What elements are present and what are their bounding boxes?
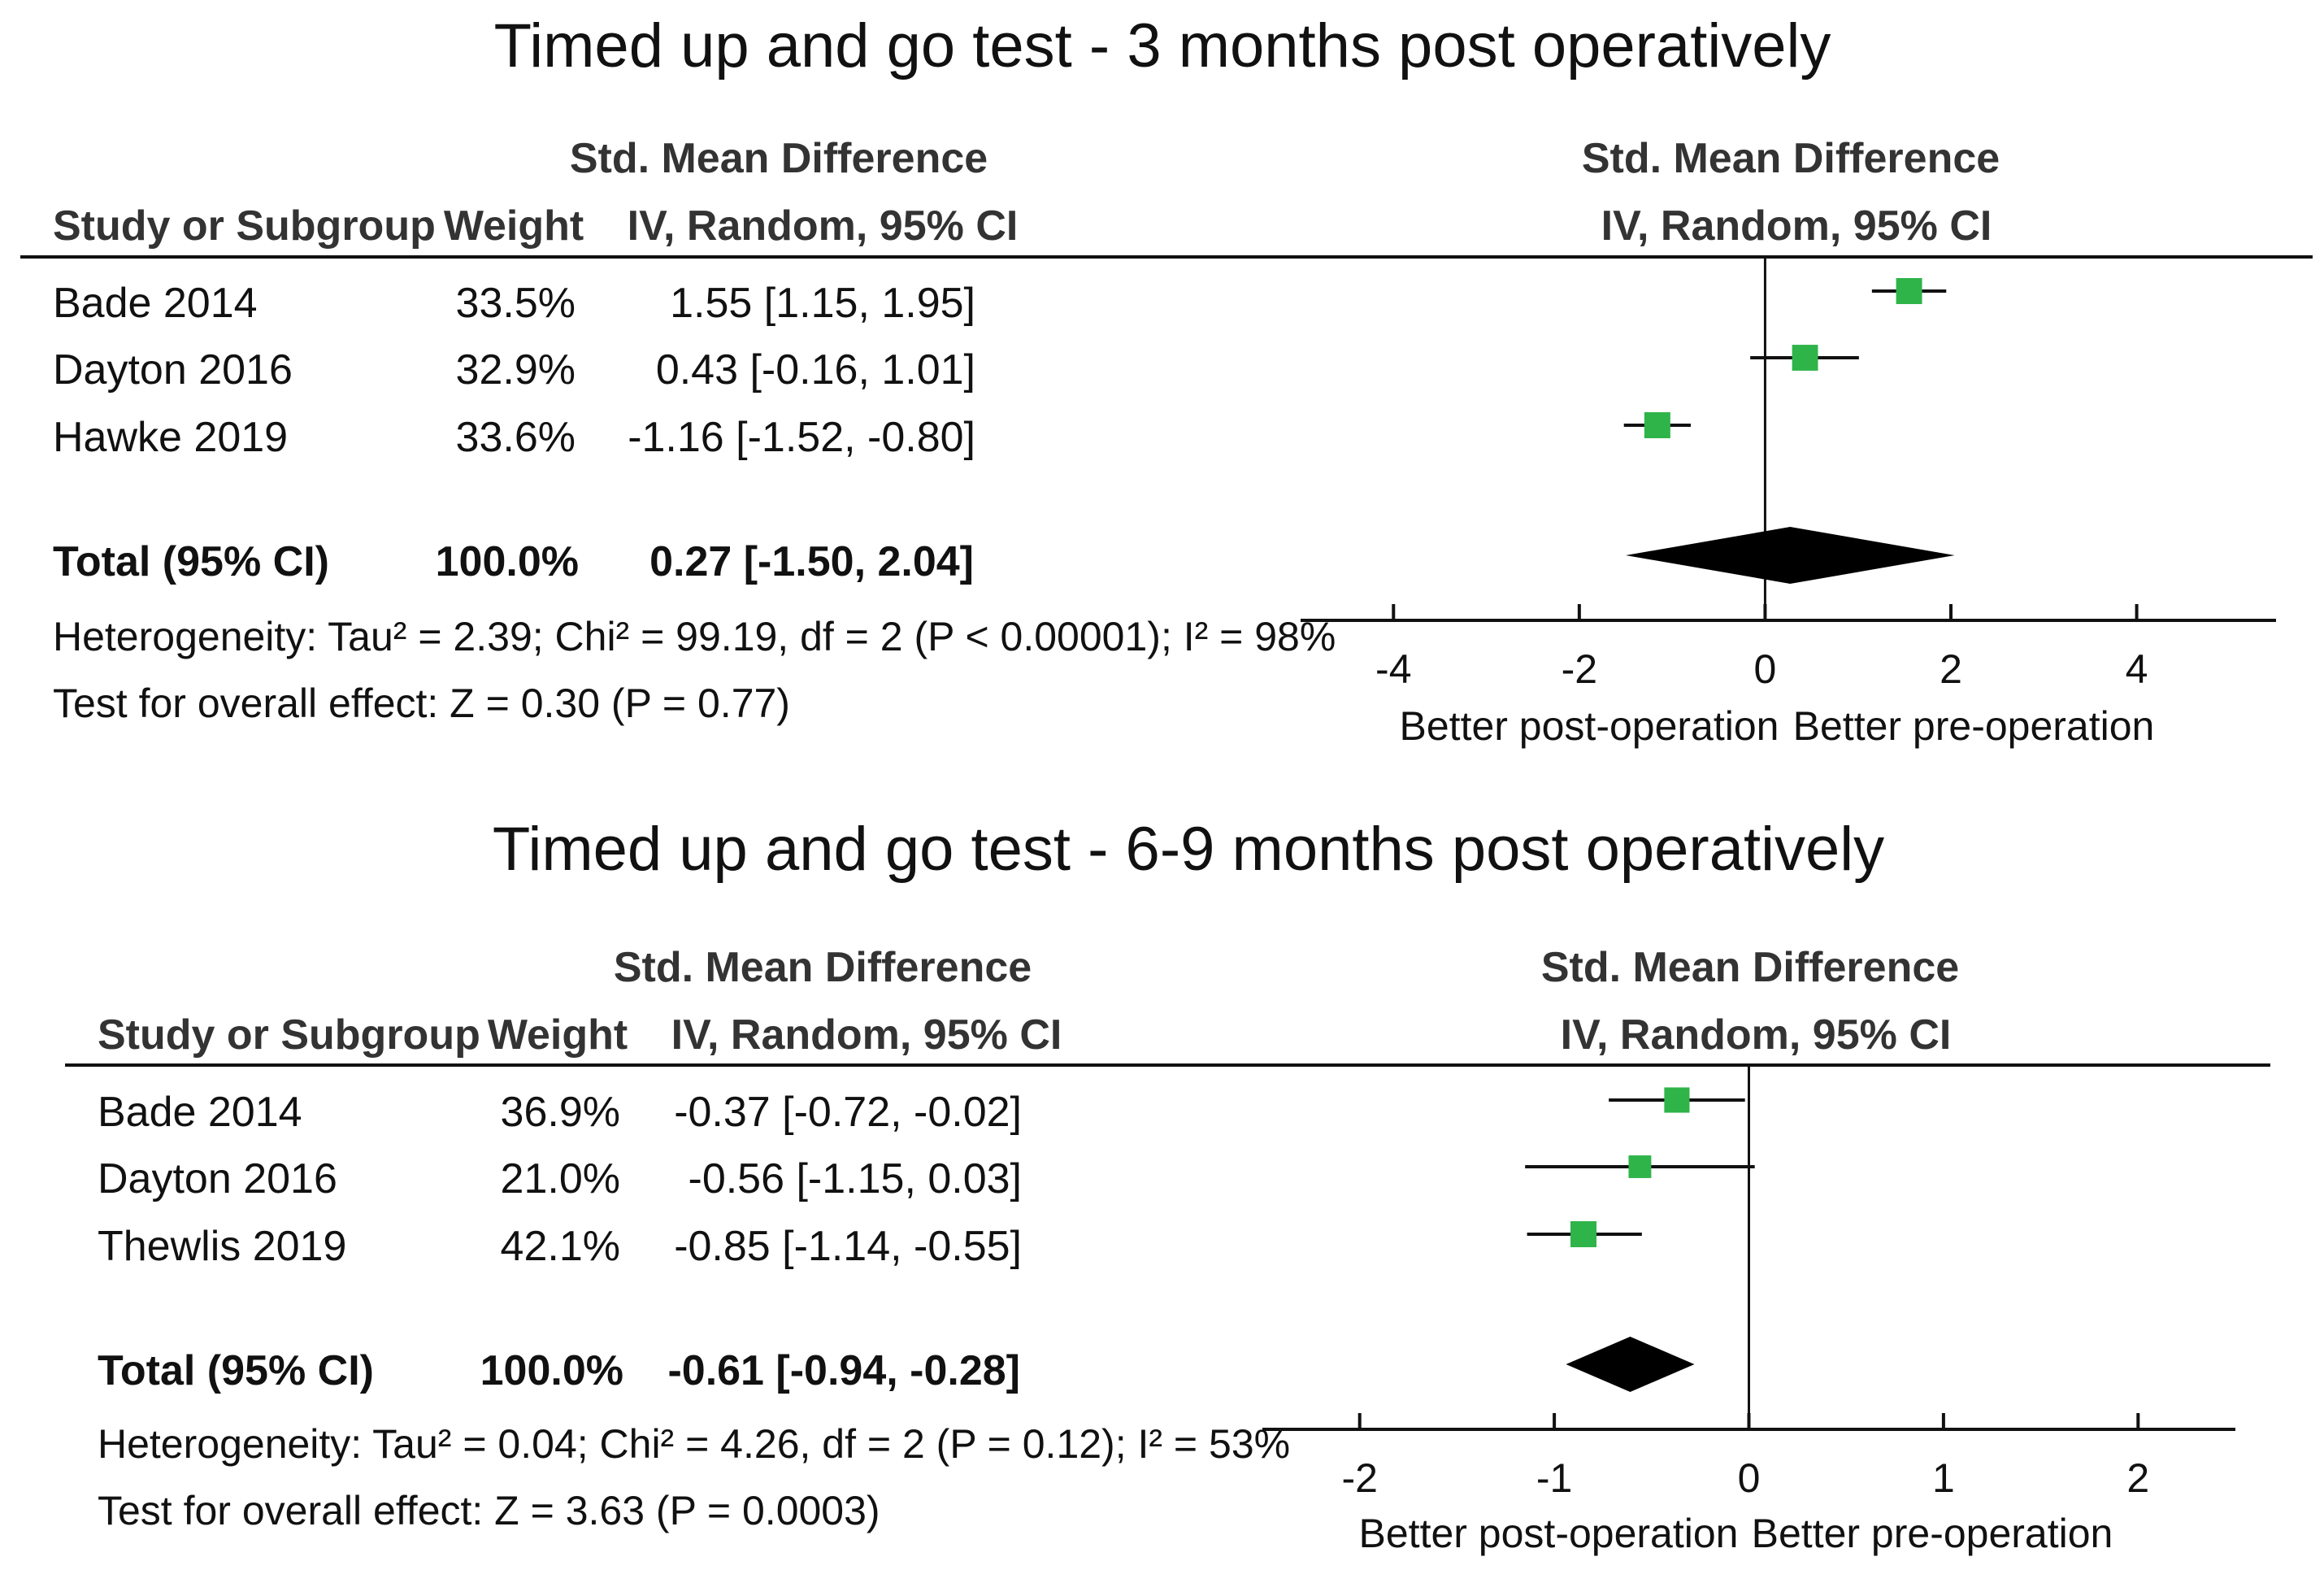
effect-column-header-bottom: IV, Random, 95% CI — [628, 202, 1019, 250]
study-point-marker — [1896, 278, 1922, 304]
study-effect-ci: -0.85 [-1.14, -0.55] — [674, 1223, 1022, 1270]
forest-plot-area: -2 -1 0 1 2 — [1262, 1065, 2235, 1501]
x-tick-label: 4 — [2126, 646, 2148, 692]
study-effect-ci: -1.16 [-1.52, -0.80] — [628, 414, 975, 461]
weight-column-header: Weight — [488, 1011, 628, 1059]
overall-effect-text: Test for overall effect: Z = 3.63 (P = 0… — [98, 1488, 880, 1533]
weight-column-header: Weight — [444, 202, 584, 250]
study-weight: 42.1% — [501, 1223, 620, 1270]
study-point-marker — [1664, 1087, 1690, 1113]
effect-column-header-bottom: IV, Random, 95% CI — [671, 1011, 1062, 1059]
study-effect-ci: -0.56 [-1.15, 0.03] — [689, 1155, 1023, 1203]
x-tick-label: 0 — [1738, 1455, 1761, 1501]
study-name: Dayton 2016 — [53, 346, 293, 394]
total-weight: 100.0% — [436, 538, 579, 585]
study-weight: 36.9% — [501, 1089, 620, 1136]
table-row: Bade 2014 36.9% -0.37 [-0.72, -0.02] — [98, 1089, 1022, 1136]
study-point-marker — [1792, 345, 1818, 371]
study-effect-ci: 0.43 [-0.16, 1.01] — [656, 346, 975, 394]
forest-panel-3-months: Timed up and go test - 3 months post ope… — [20, 11, 2313, 749]
x-tick-label: 0 — [1754, 646, 1777, 692]
plot-column-header-top: Std. Mean Difference — [1541, 944, 1959, 991]
x-tick-label: 2 — [1940, 646, 1962, 692]
x-tick-label: 2 — [2126, 1455, 2149, 1501]
study-point-marker — [1644, 412, 1670, 438]
pooled-estimate-diamond — [1566, 1337, 1695, 1392]
study-effect-ci: 1.55 [1.15, 1.95] — [670, 280, 975, 327]
x-tick-label: -2 — [1562, 646, 1597, 692]
favours-left-label: Better post-operation — [1359, 1511, 1739, 1556]
table-row: Thewlis 2019 42.1% -0.85 [-1.14, -0.55] — [98, 1223, 1022, 1270]
effect-column-header-top: Std. Mean Difference — [614, 944, 1032, 991]
x-tick-label: -2 — [1341, 1455, 1377, 1501]
study-name: Thewlis 2019 — [98, 1223, 346, 1270]
x-tick-label: -1 — [1536, 1455, 1572, 1501]
chart-title: Timed up and go test - 3 months post ope… — [494, 11, 1831, 80]
heterogeneity-text: Heterogeneity: Tau² = 2.39; Chi² = 99.19… — [53, 614, 1336, 659]
study-name: Hawke 2019 — [53, 414, 288, 461]
total-weight: 100.0% — [480, 1347, 623, 1394]
chart-title: Timed up and go test - 6-9 months post o… — [493, 815, 1884, 884]
table-row: Hawke 2019 33.6% -1.16 [-1.52, -0.80] — [53, 414, 975, 461]
total-effect-ci: -0.61 [-0.94, -0.28] — [667, 1347, 1020, 1394]
study-weight: 33.6% — [456, 414, 576, 461]
table-row: Bade 2014 33.5% 1.55 [1.15, 1.95] — [53, 280, 975, 327]
study-name: Bade 2014 — [53, 280, 258, 327]
total-row: Total (95% CI) 100.0% 0.27 [-1.50, 2.04] — [53, 538, 974, 585]
study-point-marker — [1628, 1155, 1652, 1178]
total-label: Total (95% CI) — [53, 538, 329, 585]
study-column-header: Study or Subgroup — [53, 202, 436, 250]
x-tick-label: 1 — [1932, 1455, 1955, 1501]
table-row: Dayton 2016 32.9% 0.43 [-0.16, 1.01] — [53, 346, 975, 394]
plot-column-header-bottom: IV, Random, 95% CI — [1601, 202, 1992, 250]
plot-column-header-bottom: IV, Random, 95% CI — [1561, 1011, 1952, 1059]
x-tick-label: -4 — [1375, 646, 1411, 692]
study-point-marker — [1570, 1221, 1597, 1247]
study-name: Bade 2014 — [98, 1089, 302, 1136]
favours-right-label: Better pre-operation — [1793, 703, 2155, 749]
study-weight: 33.5% — [456, 280, 576, 327]
overall-effect-text: Test for overall effect: Z = 0.30 (P = 0… — [53, 681, 790, 726]
study-weight: 21.0% — [501, 1155, 620, 1203]
forest-panel-6-9-months: Timed up and go test - 6-9 months post o… — [65, 815, 2270, 1556]
table-row: Dayton 2016 21.0% -0.56 [-1.15, 0.03] — [98, 1155, 1022, 1203]
pooled-estimate-diamond — [1626, 527, 1955, 584]
heterogeneity-text: Heterogeneity: Tau² = 0.04; Chi² = 4.26,… — [98, 1421, 1290, 1467]
study-effect-ci: -0.37 [-0.72, -0.02] — [674, 1089, 1022, 1136]
total-effect-ci: 0.27 [-1.50, 2.04] — [649, 538, 974, 585]
favours-right-label: Better pre-operation — [1752, 1511, 2113, 1556]
total-label: Total (95% CI) — [98, 1347, 374, 1394]
study-column-header: Study or Subgroup — [98, 1011, 480, 1059]
favours-left-label: Better post-operation — [1400, 703, 1779, 749]
study-weight: 32.9% — [456, 346, 576, 394]
plot-column-header-top: Std. Mean Difference — [1582, 135, 2000, 182]
total-row: Total (95% CI) 100.0% -0.61 [-0.94, -0.2… — [98, 1347, 1020, 1394]
effect-column-header-top: Std. Mean Difference — [570, 135, 988, 182]
study-name: Dayton 2016 — [98, 1155, 337, 1203]
forest-plot-area: -4 -2 0 2 4 — [1301, 257, 2276, 692]
